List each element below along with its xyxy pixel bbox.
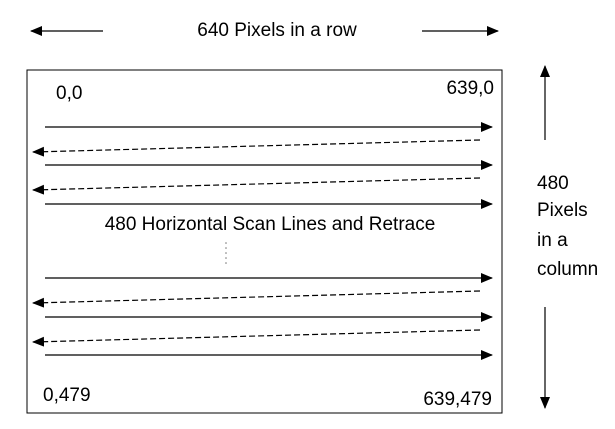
scan-lines-label: 480 Horizontal Scan Lines and Retrace: [105, 214, 436, 235]
corner-top-left: 0,0: [56, 83, 82, 104]
continuation-dots: [225, 242, 227, 264]
screen-frame: [26, 69, 503, 414]
corner-bottom-left: 0,479: [43, 385, 91, 406]
retrace-line: [32, 329, 481, 347]
column-label-line2: Pixels: [537, 200, 588, 221]
row-label: 640 Pixels in a row: [197, 20, 357, 41]
retrace-line: [32, 177, 481, 195]
column-label-line4: column: [537, 259, 598, 280]
retrace-line: [32, 139, 481, 157]
column-label-line3: in a: [537, 230, 568, 251]
retrace-line: [32, 290, 481, 308]
corner-top-right: 639,0: [446, 78, 494, 99]
column-label-line1: 480: [537, 173, 569, 194]
corner-bottom-right: 639,479: [423, 389, 492, 410]
